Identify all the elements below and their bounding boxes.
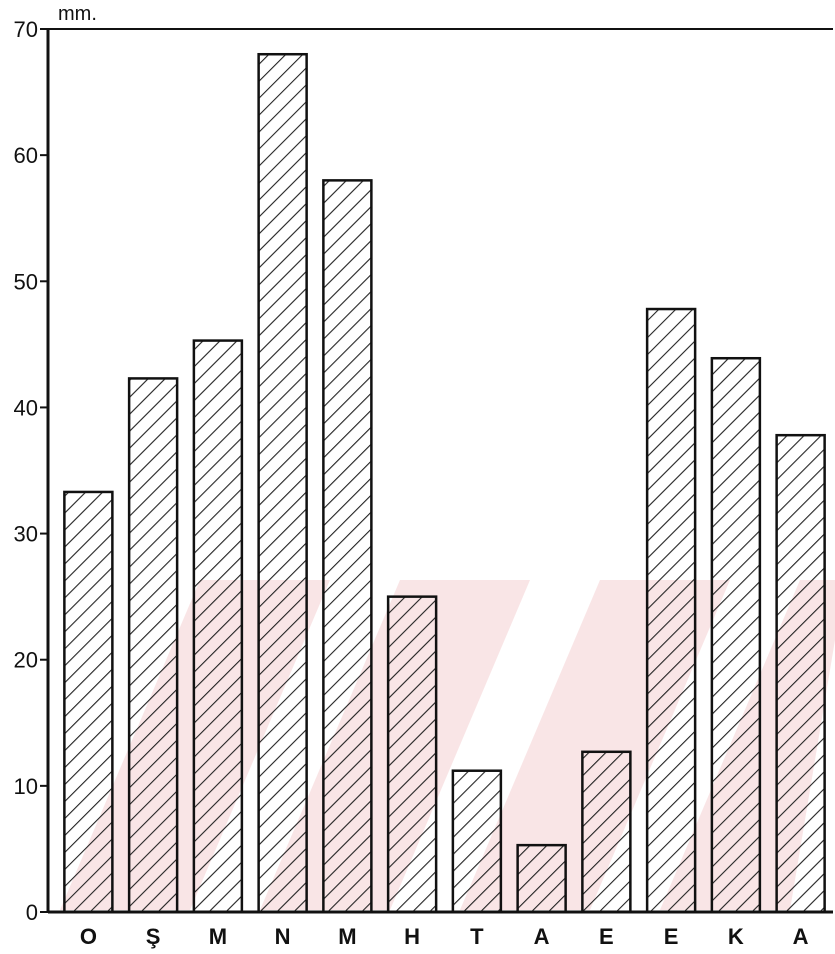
axes: [46, 28, 833, 914]
y-tick-label: 20: [14, 648, 38, 673]
x-category-label: K: [728, 924, 744, 949]
bar: [257, 52, 308, 914]
y-tick-label: 40: [14, 395, 38, 420]
y-tick-label: 0: [26, 900, 38, 925]
x-category-label: E: [664, 924, 679, 949]
y-tick-label: 30: [14, 522, 38, 547]
bars: [63, 52, 826, 914]
bar: [581, 750, 632, 914]
x-category-label: T: [470, 924, 484, 949]
bar: [192, 339, 244, 914]
x-category-label: O: [80, 924, 97, 949]
x-category-label: A: [793, 924, 809, 949]
bar: [516, 843, 567, 914]
bar: [386, 595, 438, 914]
bar: [127, 377, 179, 914]
bar: [63, 490, 114, 914]
x-category-label: N: [275, 924, 291, 949]
y-axis-ticks: 0 10 20 30 40 50 60 70: [14, 17, 48, 925]
x-category-label: M: [209, 924, 227, 949]
y-tick-label: 10: [14, 774, 38, 799]
bar: [645, 307, 697, 914]
x-category-label: Ş: [146, 924, 161, 949]
x-category-label: M: [338, 924, 356, 949]
y-tick-label: 60: [14, 143, 38, 168]
x-category-label: E: [599, 924, 614, 949]
bar: [451, 769, 503, 914]
bar: [322, 179, 373, 914]
y-tick-label: 50: [14, 269, 38, 294]
y-unit-label: mm.: [58, 3, 97, 25]
x-category-label: H: [404, 924, 420, 949]
y-tick-label: 70: [14, 17, 38, 42]
bar: [775, 433, 826, 914]
x-category-label: A: [534, 924, 550, 949]
bar: [710, 356, 762, 914]
